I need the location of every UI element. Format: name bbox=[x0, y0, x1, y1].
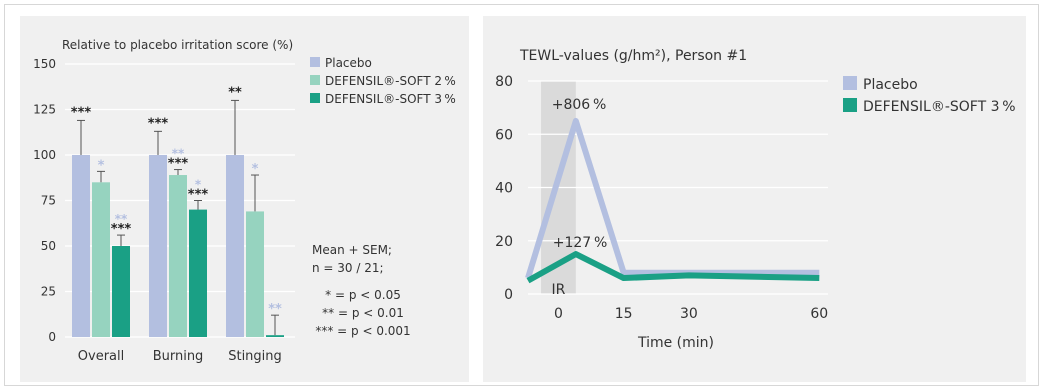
y-tick-label: 75 bbox=[41, 194, 56, 208]
significance-marker: ** bbox=[228, 85, 242, 100]
y-tick-label: 100 bbox=[33, 148, 56, 162]
y-tick-label: 20 bbox=[495, 234, 513, 250]
bar-defensil-soft-2 bbox=[169, 175, 187, 337]
x-tick-label: 60 bbox=[810, 306, 828, 322]
significance-marker: *** bbox=[148, 116, 169, 131]
footnote: Mean + SEM; bbox=[312, 243, 392, 257]
significance-marker: *** bbox=[111, 222, 132, 237]
bar-placebo bbox=[149, 155, 167, 337]
line-chart-panel: TEWL-values (g/hm²), Person #1 0 20 40 60 80 0… bbox=[483, 16, 1026, 382]
bar-defensil-soft-3 bbox=[112, 246, 130, 337]
line-chart: TEWL-values (g/hm²), Person #1 0 20 40 60 80 0… bbox=[495, 48, 1016, 351]
y-tick-label: 0 bbox=[48, 330, 56, 344]
bar-placebo bbox=[226, 155, 244, 337]
significance-marker: * bbox=[195, 178, 202, 192]
footnote: n = 30 / 21; bbox=[312, 261, 384, 275]
bar-defensil-soft-2 bbox=[92, 182, 110, 337]
line-defensil-soft-3 bbox=[526, 251, 820, 284]
annotation-soft3-peak: +127 % bbox=[553, 235, 608, 251]
y-tick-label: 60 bbox=[495, 127, 513, 143]
x-category-label: Burning bbox=[153, 349, 204, 364]
x-axis-label: Time (min) bbox=[637, 335, 714, 351]
y-tick-label: 125 bbox=[33, 103, 56, 117]
bar-chart: Relative to placebo irritation score (%)… bbox=[33, 38, 456, 364]
legend-label: Placebo bbox=[863, 77, 918, 93]
annotation-placebo-peak: +806 % bbox=[552, 97, 607, 113]
bar-defensil-soft-3 bbox=[266, 335, 284, 337]
x-tick-label: 30 bbox=[680, 306, 698, 322]
bar-placebo bbox=[72, 155, 90, 337]
significance-marker: *** bbox=[168, 157, 189, 172]
x-tick-label: 15 bbox=[615, 306, 633, 322]
significance-marker: * bbox=[252, 162, 259, 177]
legend-swatch bbox=[310, 57, 320, 67]
y-tick-label: 40 bbox=[495, 181, 513, 197]
y-tick-label: 50 bbox=[41, 239, 56, 253]
y-tick-label: 80 bbox=[495, 74, 513, 90]
legend-swatch bbox=[843, 98, 857, 112]
legend-swatch bbox=[843, 76, 857, 90]
legend-label: DEFENSIL®-SOFT 3 % bbox=[325, 92, 456, 106]
line-placebo bbox=[525, 117, 820, 279]
chart-title: Relative to placebo irritation score (%) bbox=[62, 38, 293, 52]
legend-label: DEFENSIL®-SOFT 3 % bbox=[863, 99, 1016, 115]
footnote: * = p < 0.05 bbox=[325, 288, 401, 302]
bar-chart-panel: Relative to placebo irritation score (%)… bbox=[20, 16, 469, 382]
significance-marker: *** bbox=[188, 188, 209, 203]
x-category-label: Stinging bbox=[228, 349, 282, 364]
significance-marker: ** bbox=[268, 302, 282, 317]
ir-label: IR bbox=[552, 282, 566, 298]
bar-defensil-soft-2 bbox=[246, 211, 264, 337]
footnote: ** = p < 0.01 bbox=[322, 306, 404, 320]
legend-swatch bbox=[310, 75, 320, 85]
legend-swatch bbox=[310, 93, 320, 103]
legend-label: Placebo bbox=[325, 56, 372, 70]
bar-defensil-soft-3 bbox=[189, 209, 207, 337]
legend-label: DEFENSIL®-SOFT 2 % bbox=[325, 74, 456, 88]
y-tick-label: 0 bbox=[504, 287, 513, 303]
y-tick-label: 25 bbox=[41, 285, 56, 299]
x-category-label: Overall bbox=[78, 349, 124, 364]
x-tick-label: 0 bbox=[554, 306, 563, 322]
chart-title: TEWL-values (g/hm²), Person #1 bbox=[519, 48, 747, 64]
significance-marker: ** bbox=[172, 147, 185, 161]
significance-marker: ** bbox=[115, 212, 128, 226]
footnote: *** = p < 0.001 bbox=[315, 324, 410, 338]
y-tick-label: 150 bbox=[33, 57, 56, 71]
significance-marker: *** bbox=[71, 105, 92, 120]
significance-marker: * bbox=[98, 158, 105, 173]
